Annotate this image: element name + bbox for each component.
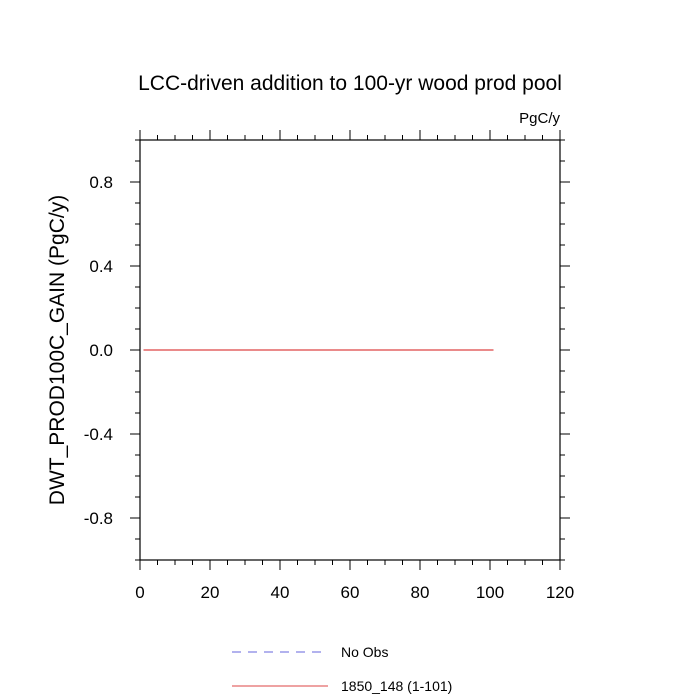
y-tick-label: 0.0: [89, 341, 113, 360]
x-tick-label: 120: [546, 583, 574, 602]
y-tick-label: -0.4: [84, 425, 113, 444]
x-axis-ticks: 0 20 40 60 80 100 120: [135, 130, 574, 602]
legend: No Obs 1850_148 (1-101): [232, 644, 452, 694]
legend-label: 1850_148 (1-101): [341, 678, 452, 694]
y-axis-ticks: -0.8 -0.4 0.0 0.4 0.8: [84, 139, 570, 561]
x-tick-label: 0: [135, 583, 144, 602]
units-label: PgC/y: [519, 110, 560, 127]
y-axis-label: DWT_PROD100C_GAIN (PgC/y): [46, 195, 69, 505]
legend-label: No Obs: [341, 644, 388, 660]
x-tick-label: 80: [411, 583, 430, 602]
chart-title: LCC-driven addition to 100-yr wood prod …: [138, 72, 562, 95]
y-tick-label: 0.4: [89, 257, 113, 276]
x-tick-label: 40: [271, 583, 290, 602]
x-tick-label: 100: [476, 583, 504, 602]
y-tick-label: -0.8: [84, 509, 113, 528]
x-tick-label: 60: [341, 583, 360, 602]
x-tick-label: 20: [201, 583, 220, 602]
y-tick-label: 0.8: [89, 173, 113, 192]
